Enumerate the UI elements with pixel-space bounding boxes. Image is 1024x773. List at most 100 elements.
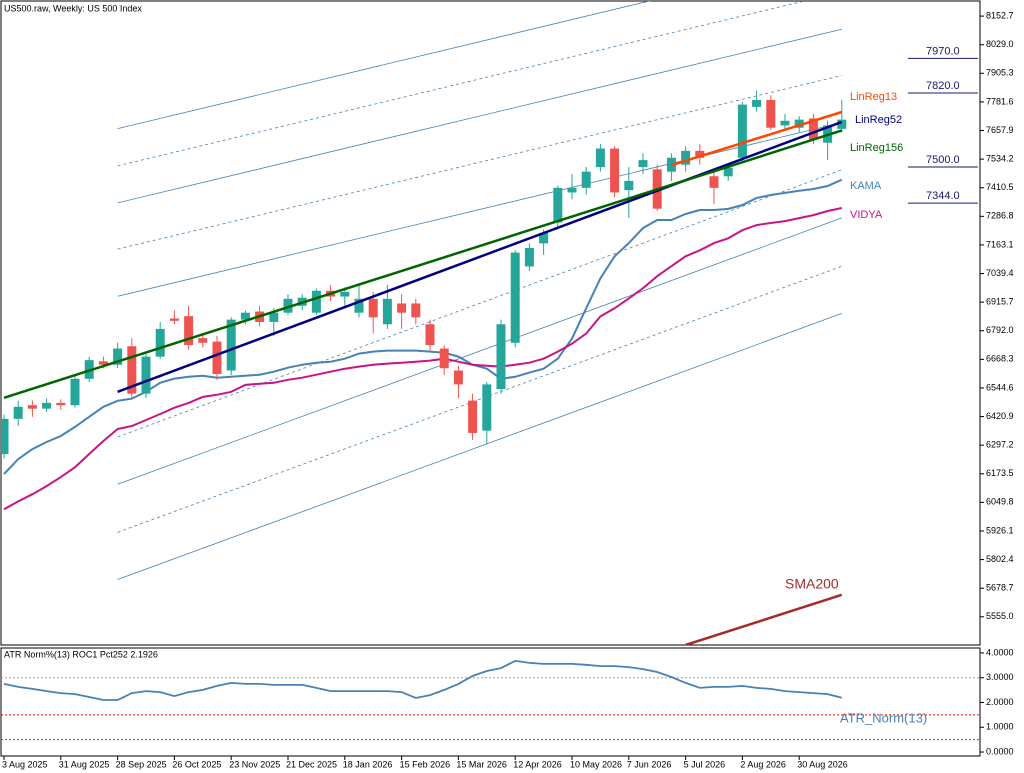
price-level-label: 7344.0 bbox=[926, 190, 960, 202]
main-panel-frame bbox=[0, 0, 981, 646]
candle-body bbox=[595, 148, 605, 168]
candle-body bbox=[808, 118, 818, 140]
candle-body bbox=[283, 298, 293, 313]
legend-label: LinReg156 bbox=[850, 142, 903, 154]
y-tick-label: 8029.0 bbox=[986, 39, 1014, 49]
y-tick-label: 6420.9 bbox=[986, 411, 1014, 421]
x-tick-label: 26 Oct 2025 bbox=[172, 759, 221, 769]
candle-body bbox=[1, 418, 9, 454]
main-plot bbox=[1, 1, 847, 645]
candle-body bbox=[113, 348, 123, 365]
y-tick-label: 3.0000 bbox=[986, 672, 1014, 682]
candle-body bbox=[752, 99, 762, 107]
y-tick-label: 1.0000 bbox=[986, 722, 1014, 732]
y-tick-label: 7905.3 bbox=[986, 68, 1014, 78]
candle-body bbox=[553, 187, 563, 223]
candle-body bbox=[524, 247, 534, 267]
y-tick-label: 8152.7 bbox=[986, 10, 1014, 20]
y-tick-label: 6792.0 bbox=[986, 325, 1014, 335]
x-tick-label: 21 Dec 2025 bbox=[286, 759, 337, 769]
y-tick-label: 7534.2 bbox=[986, 153, 1014, 163]
candle-body bbox=[709, 176, 719, 188]
candle-body bbox=[610, 148, 620, 193]
indicator-plot bbox=[1, 659, 980, 741]
candle-body bbox=[482, 384, 492, 431]
candle-body bbox=[70, 378, 80, 406]
candle-body bbox=[311, 290, 321, 313]
candle-body bbox=[169, 318, 179, 321]
trend-line bbox=[671, 110, 843, 167]
y-tick-label: 5926.1 bbox=[986, 525, 1014, 535]
candle-body bbox=[780, 120, 790, 126]
candle-body bbox=[354, 298, 364, 313]
y-tick-label: 6049.8 bbox=[986, 497, 1014, 507]
candle-body bbox=[127, 346, 137, 394]
candle-body bbox=[496, 324, 506, 390]
candle-body bbox=[184, 316, 194, 346]
y-tick-label: 7410.5 bbox=[986, 182, 1014, 192]
x-tick-label: 15 Feb 2026 bbox=[400, 759, 451, 769]
x-tick-label: 10 May 2026 bbox=[570, 759, 622, 769]
channel-line bbox=[117, 313, 842, 580]
candle-body bbox=[56, 402, 66, 406]
x-tick-label: 3 Aug 2025 bbox=[2, 759, 48, 769]
candle-body bbox=[837, 119, 847, 129]
x-tick-label: 31 Aug 2025 bbox=[59, 759, 110, 769]
candle-body bbox=[198, 338, 208, 343]
trend-line bbox=[117, 120, 843, 393]
y-tick-label: 6173.5 bbox=[986, 468, 1014, 478]
indicator-line bbox=[3, 207, 843, 511]
candle-body bbox=[240, 312, 250, 320]
y-tick-label: 5555.0 bbox=[986, 611, 1014, 621]
labels: 8152.7 8029.0 7905.3 7781.6 7657.9 7534.2 7410… bbox=[2, 10, 1014, 769]
channel-line bbox=[117, 122, 842, 297]
x-tick-label: 30 Aug 2026 bbox=[797, 759, 848, 769]
y-tick-label: 7286.8 bbox=[986, 211, 1014, 221]
x-tick-label: 12 Apr 2026 bbox=[513, 759, 562, 769]
legend-label: KAMA bbox=[850, 180, 882, 192]
candle-body bbox=[439, 348, 449, 369]
candle-body bbox=[141, 356, 151, 394]
candle-body bbox=[695, 150, 705, 158]
y-tick-label: 7039.4 bbox=[986, 268, 1014, 278]
candle-body bbox=[368, 298, 378, 318]
channel-line bbox=[117, 28, 842, 204]
candle-body bbox=[340, 291, 350, 297]
candle-body bbox=[766, 99, 776, 128]
candle-body bbox=[269, 312, 279, 322]
legend-label: LinReg13 bbox=[850, 91, 897, 103]
candle-body bbox=[567, 187, 577, 193]
channel-line bbox=[117, 265, 842, 533]
channel-line bbox=[117, 217, 842, 485]
y-tick-label: 5678.7 bbox=[986, 583, 1014, 593]
candle-body bbox=[794, 119, 804, 128]
channel-line bbox=[117, 75, 842, 250]
candle-body bbox=[27, 405, 37, 409]
x-tick-label: 28 Sep 2025 bbox=[116, 759, 167, 769]
y-tick-label: 7163.1 bbox=[986, 239, 1014, 249]
candle-body bbox=[453, 370, 463, 385]
y-tick-label: 6668.3 bbox=[986, 354, 1014, 364]
x-tick-label: 7 Jun 2026 bbox=[627, 759, 672, 769]
trend-line bbox=[3, 129, 843, 399]
indicator-line bbox=[3, 659, 843, 701]
candle-body bbox=[411, 303, 421, 318]
channel-line bbox=[117, 1, 651, 130]
trend-line bbox=[685, 593, 843, 645]
candle-body bbox=[13, 406, 23, 419]
candle-body bbox=[624, 180, 634, 191]
legend-label: LinReg52 bbox=[855, 114, 902, 126]
y-tick-label: 7657.9 bbox=[986, 125, 1014, 135]
price-level-label: 7970.0 bbox=[926, 45, 960, 57]
candle-body bbox=[581, 171, 591, 188]
y-tick-label: 6915.7 bbox=[986, 297, 1014, 307]
legend-label: VIDYA bbox=[850, 209, 883, 221]
candle-body bbox=[723, 167, 733, 177]
y-tick-label: 7781.6 bbox=[986, 96, 1014, 106]
candle-body bbox=[425, 324, 435, 346]
y-tick-label: 6544.6 bbox=[986, 382, 1014, 392]
candle-body bbox=[226, 319, 236, 371]
candle-body bbox=[638, 160, 648, 168]
y-tick-label: 2.0000 bbox=[986, 697, 1014, 707]
